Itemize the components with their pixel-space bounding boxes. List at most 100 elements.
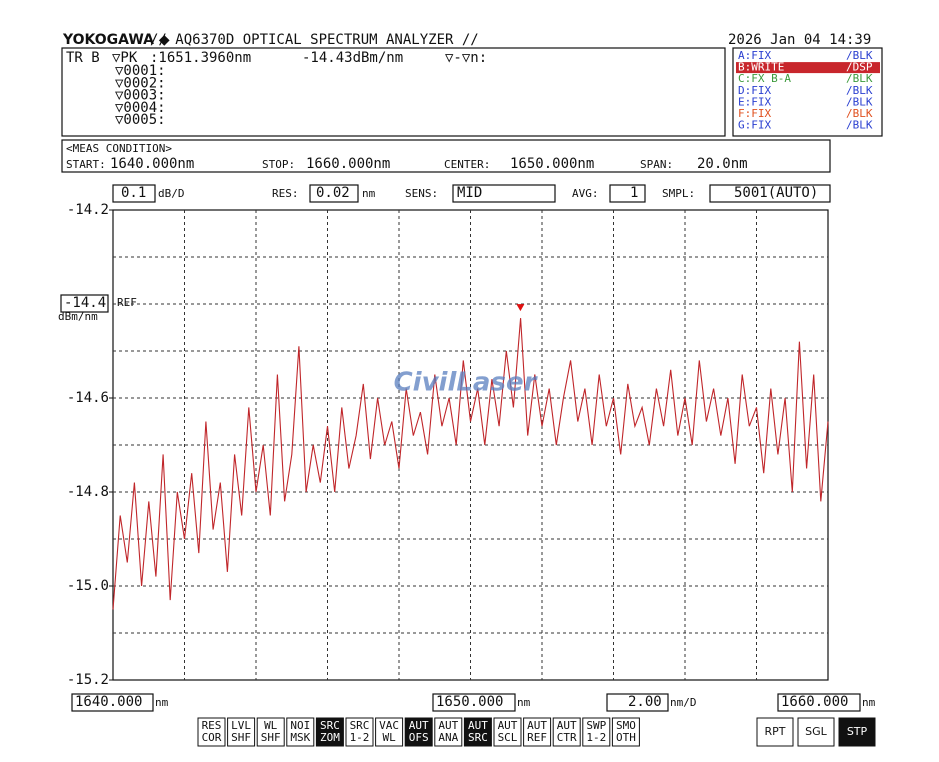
sens-box: [452, 184, 556, 203]
softkey[interactable]: [375, 717, 404, 747]
ref-unit: dBm/nm: [58, 310, 98, 323]
ref-value: -14.4: [64, 295, 106, 311]
y-tick-label: -14.8: [67, 484, 109, 500]
softkey[interactable]: [523, 717, 552, 747]
softkey[interactable]: [434, 717, 463, 747]
center-box: [432, 693, 516, 712]
peak-marker: [516, 304, 525, 312]
softkey[interactable]: [256, 717, 285, 747]
trace-mode: /BLK: [846, 119, 873, 132]
y-tick-label: -14.2: [67, 202, 109, 218]
y-tick-label: -14.6: [67, 390, 109, 406]
trace-mode: /BLK: [846, 84, 873, 97]
softkey[interactable]: [582, 717, 611, 747]
softkey-label: MSK: [290, 731, 310, 744]
trace-label: C:FX B-A: [738, 72, 791, 85]
softkey-label: SRC: [350, 719, 370, 732]
softkey-label: ZOM: [320, 731, 340, 744]
trace-highlight: [736, 62, 880, 74]
scale-value: 0.1: [121, 185, 146, 201]
bottom-center: 1650.000: [436, 694, 503, 710]
span-label: SPAN:: [640, 158, 673, 171]
softkey-label: AUT: [498, 719, 518, 732]
res-box: [309, 184, 359, 203]
smpl-box: [709, 184, 831, 203]
softkey[interactable]: [463, 717, 492, 747]
softkey-label: SHF: [261, 731, 281, 744]
softkey[interactable]: [404, 717, 433, 747]
softkey[interactable]: [345, 717, 374, 747]
trace-id: TR B: [66, 50, 100, 66]
smpl-value: 5001(AUTO): [734, 185, 818, 201]
scale-unit: dB/D: [158, 187, 185, 200]
marker-row: ▽0003:: [115, 88, 166, 104]
res-label: RES:: [272, 187, 299, 200]
softkey[interactable]: [552, 717, 581, 747]
center-value: 1650.000nm: [510, 156, 594, 172]
softkey-label: AUT: [468, 719, 488, 732]
trace-label: A:FIX: [738, 49, 771, 62]
instrument-title: // AQ6370D OPTICAL SPECTRUM ANALYZER //: [150, 32, 479, 48]
marker-list: ▽0001:▽0002:▽0003:▽0004:▽0005:: [115, 63, 166, 128]
softkey-label: VAC: [379, 719, 399, 732]
softkey-label: SWP: [586, 719, 606, 732]
softkey-label: NOI: [290, 719, 310, 732]
sweep-key-label: RPT: [765, 725, 786, 738]
bottom-stop-unit: nm: [862, 696, 876, 709]
softkey-label: 1-2: [586, 731, 606, 744]
softkey-label: SRC: [468, 731, 488, 744]
ref-tag: REF: [117, 296, 137, 309]
softkey[interactable]: [315, 717, 344, 747]
res-value: 0.02: [316, 185, 350, 201]
softkey-label: COR: [202, 731, 222, 744]
softkey[interactable]: [611, 717, 640, 747]
trace-mode: /BLK: [846, 107, 873, 120]
sens-label: SENS:: [405, 187, 438, 200]
center-label: CENTER:: [444, 158, 490, 171]
spectrum-trace: [112, 318, 829, 610]
ref-box: [60, 294, 109, 313]
trace-label: E:FIX: [738, 95, 771, 108]
softkey-label: AUT: [527, 719, 547, 732]
stop-box: [777, 693, 861, 712]
softkey-label: RES: [202, 719, 222, 732]
sweep-key[interactable]: [756, 717, 794, 747]
softkey[interactable]: [286, 717, 315, 747]
span-value: 20.0nm: [697, 156, 748, 172]
trace-label: B:WRITE: [738, 61, 784, 74]
softkey-label: WL: [382, 731, 396, 744]
bottom-div: 2.00: [628, 694, 662, 710]
bottom-stop: 1660.000: [781, 694, 848, 710]
softkey-label: WL: [264, 719, 278, 732]
softkey-label: SHF: [231, 731, 251, 744]
marker-name: ▽PK: [112, 50, 138, 66]
marker-delta: ▽-▽n:: [445, 50, 487, 66]
softkey-label: SCL: [498, 731, 518, 744]
softkey[interactable]: [493, 717, 522, 747]
sweep-key[interactable]: [797, 717, 835, 747]
res-unit: nm: [362, 187, 376, 200]
trace-mode: /DSP: [846, 61, 873, 74]
stop-label: STOP:: [262, 158, 295, 171]
trace-mode: /BLK: [846, 72, 873, 85]
bottom-div-unit: nm/D: [670, 696, 697, 709]
softkey[interactable]: [197, 717, 226, 747]
start-label: START:: [66, 158, 106, 171]
trace-label: F:FIX: [738, 107, 771, 120]
softkey[interactable]: [227, 717, 256, 747]
trace-mode: /BLK: [846, 49, 873, 62]
trace-mode: /BLK: [846, 95, 873, 108]
softkey-label: ANA: [438, 731, 458, 744]
trace-label: G:FIX: [738, 119, 771, 132]
softkey-label: 1-2: [350, 731, 370, 744]
softkey-label: OTH: [616, 731, 636, 744]
softkey-label: OFS: [409, 731, 429, 744]
softkey-label: SRC: [320, 719, 340, 732]
softkey-label: REF: [527, 731, 547, 744]
sweep-key[interactable]: [838, 717, 876, 747]
softkey-label: LVL: [231, 719, 251, 732]
avg-label: AVG:: [572, 187, 599, 200]
marker-row: ▽0002:: [115, 75, 166, 91]
div-box: [606, 693, 669, 712]
marker-level: -14.43dBm/nm: [302, 50, 403, 66]
